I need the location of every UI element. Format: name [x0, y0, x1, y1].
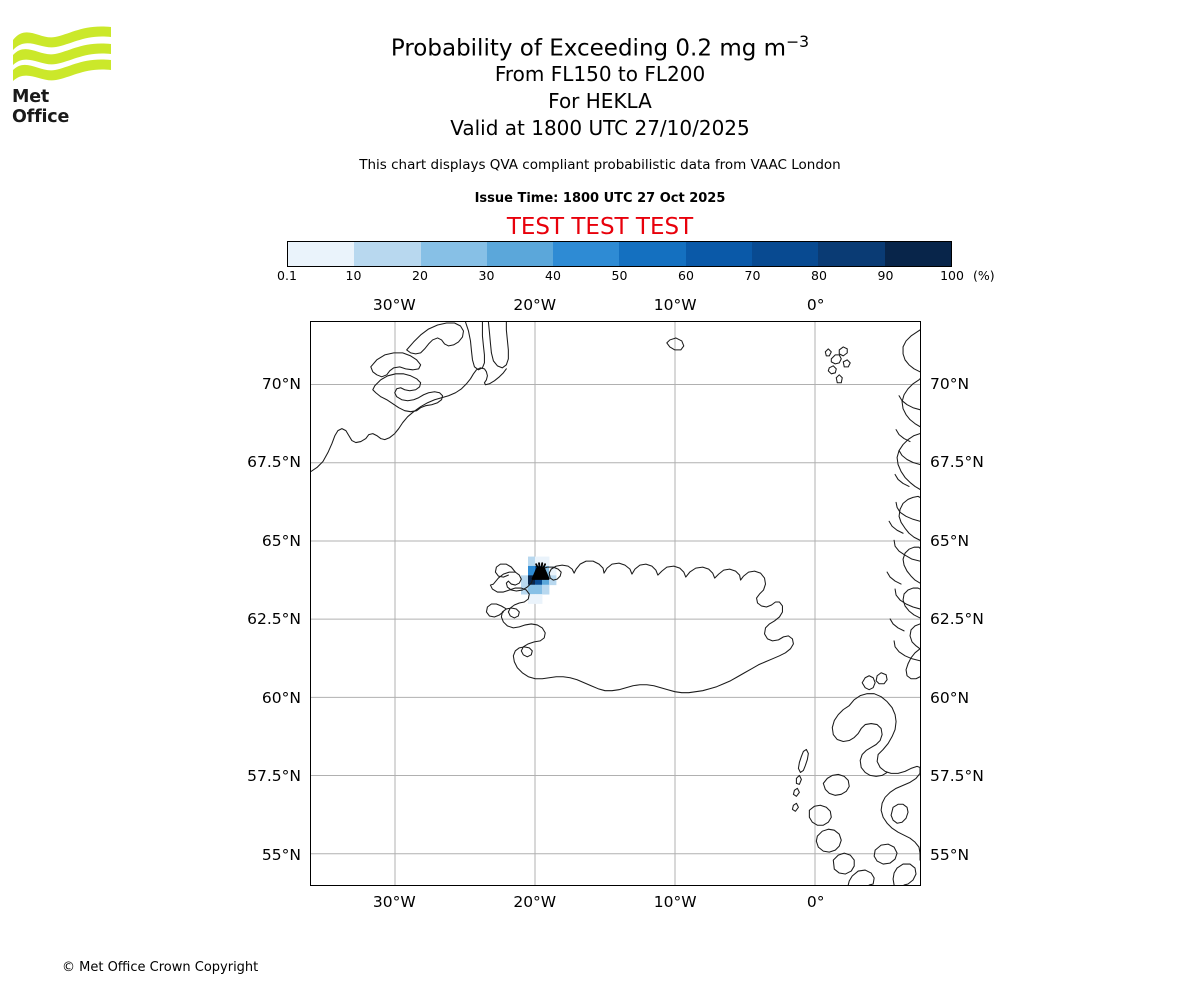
volcano-plume-tick-1: [538, 562, 541, 570]
lat-label-right-6: 70°N: [930, 374, 970, 393]
page-title-exponent: −3: [786, 32, 810, 51]
lat-label-right-4: 65°N: [930, 531, 970, 550]
lat-label-left-6: 70°N: [261, 374, 301, 393]
colorbar-unit-label: (%): [973, 268, 995, 283]
lat-label-right-1: 57.5°N: [930, 767, 984, 786]
lon-label-top-0: 30°W: [372, 296, 416, 314]
coastlines: [311, 322, 920, 885]
lat-label-right-3: 62.5°N: [930, 610, 984, 629]
lon-label-top-2: 10°W: [653, 296, 697, 314]
flight-level-line: From FL150 to FL200: [494, 62, 706, 86]
volcano-plume-tick-3: [542, 563, 547, 570]
probability-colorbar: [287, 241, 952, 267]
colorbar-tick-70: 70: [744, 268, 761, 283]
lat-label-left-1: 57.5°N: [247, 767, 301, 786]
valid-time-line: Valid at 1800 UTC 27/10/2025: [450, 116, 750, 140]
ash-cell: [542, 556, 550, 567]
ash-cell: [535, 556, 543, 567]
lat-label-left-5: 67.5°N: [247, 453, 301, 472]
volcano-plume-tick-0: [535, 563, 540, 570]
colorbar-tick-90: 90: [877, 268, 894, 283]
lat-label-left-4: 65°N: [261, 531, 301, 550]
lon-label-top-3: 0°: [806, 296, 825, 314]
ash-cell: [528, 556, 536, 567]
colorbar-tick-30: 30: [478, 268, 495, 283]
lat-label-left-3: 62.5°N: [247, 610, 301, 629]
lat-label-right-0: 55°N: [930, 845, 970, 864]
volcano-name-line: For HEKLA: [548, 89, 652, 113]
lon-label-bottom-1: 20°W: [513, 893, 557, 911]
ash-cell: [528, 594, 536, 604]
colorbar-segment-2: [420, 242, 487, 266]
map-plot-area[interactable]: [310, 321, 921, 886]
test-banner: TEST TEST TEST: [506, 214, 694, 240]
lon-label-bottom-3: 0°: [806, 893, 825, 911]
volcano-marker-hekla: [531, 562, 550, 580]
colorbar-segment-1: [354, 242, 421, 266]
ash-cell: [535, 584, 543, 595]
ash-cell: [535, 594, 543, 604]
map-canvas: [311, 322, 920, 885]
colorbar-tick-labels: 0.1 10 20 30 40 50 60 70 80 90 100: [277, 268, 964, 284]
met-office-logo: Met Office: [12, 24, 112, 127]
lat-label-right-2: 60°N: [930, 688, 970, 707]
colorbar-tick-100: 100: [940, 268, 964, 283]
lon-label-bottom-2: 10°W: [653, 893, 697, 911]
colorbar-tick-20: 20: [412, 268, 428, 283]
colorbar-tick-50: 50: [611, 268, 628, 283]
ash-cell: [549, 565, 557, 576]
ash-cell: [528, 565, 536, 576]
met-office-wave-mark: [13, 26, 111, 81]
issue-time-line: Issue Time: 1800 UTC 27 Oct 2025: [474, 191, 726, 206]
map-gridlines: [311, 322, 920, 885]
ash-cell: [542, 584, 550, 595]
ash-cell: [528, 584, 536, 595]
colorbar-segment-0: [288, 242, 355, 266]
colorbar-segment-6: [685, 242, 753, 266]
colorbar-tick-40: 40: [545, 268, 561, 283]
lon-label-bottom-0: 30°W: [372, 893, 416, 911]
colorbar-segment-7: [752, 242, 819, 266]
colorbar-tick-0.1: 0.1: [277, 268, 297, 283]
met-office-wordmark: Met Office: [12, 87, 70, 127]
lon-label-top-1: 20°W: [513, 296, 557, 314]
colorbar-segment-3: [486, 242, 554, 266]
colorbar-segment-5: [619, 242, 686, 266]
ash-cell: [535, 575, 543, 586]
ash-cell: [521, 575, 529, 586]
ash-cell: [528, 575, 536, 586]
colorbar-segment-4: [553, 242, 620, 266]
ash-cell: [542, 575, 550, 586]
data-source-note: This chart displays QVA compliant probab…: [359, 157, 841, 173]
copyright-notice: © Met Office Crown Copyright: [62, 960, 259, 975]
colorbar-segment-8: [818, 242, 885, 266]
lat-label-left-0: 55°N: [261, 845, 301, 864]
colorbar-tick-10: 10: [345, 268, 362, 283]
volcano-plume-tick-2: [540, 562, 544, 570]
colorbar-tick-80: 80: [811, 268, 827, 283]
colorbar-tick-60: 60: [678, 268, 694, 283]
lat-label-right-5: 67.5°N: [930, 453, 984, 472]
colorbar-gradient: [287, 241, 952, 267]
page-title: Probability of Exceeding 0.2 mg m−3: [0, 28, 1200, 63]
colorbar-segment-9: [884, 242, 951, 266]
page-title-text: Probability of Exceeding 0.2 mg m: [390, 35, 787, 62]
lat-label-left-2: 60°N: [261, 688, 301, 707]
